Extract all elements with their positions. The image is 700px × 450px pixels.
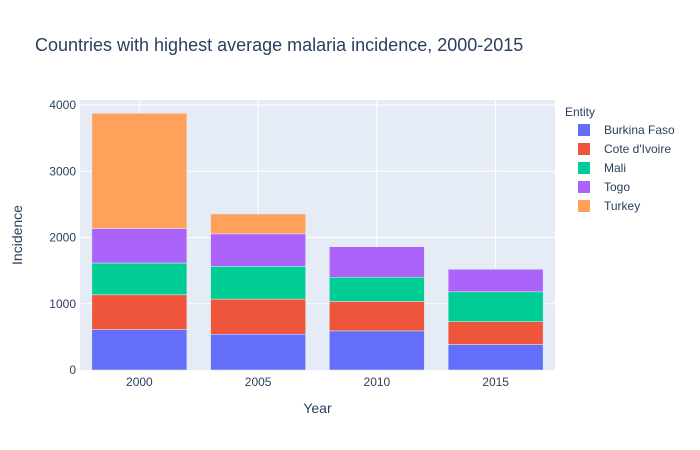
legend-label: Togo xyxy=(604,180,630,194)
legend-item[interactable]: Turkey xyxy=(578,199,640,213)
bars xyxy=(91,113,544,371)
x-axis-title: Year xyxy=(303,400,332,416)
y-tick-label: 0 xyxy=(69,363,76,377)
bar-segment[interactable] xyxy=(329,330,425,371)
bar-segment[interactable] xyxy=(91,113,188,229)
x-axis-ticks: 2000 2005 2010 2015 xyxy=(126,375,509,389)
bar-segment[interactable] xyxy=(210,298,306,335)
y-axis-title: Incidence xyxy=(9,205,25,265)
legend-label: Mali xyxy=(604,161,626,175)
legend-item[interactable]: Togo xyxy=(578,180,630,194)
bar-segment[interactable] xyxy=(210,266,306,300)
legend-label: Burkina Faso xyxy=(604,123,675,137)
x-tick-label: 2015 xyxy=(482,375,509,389)
bar-segment[interactable] xyxy=(447,291,544,322)
y-tick-label: 2000 xyxy=(49,231,76,245)
legend-item[interactable]: Burkina Faso xyxy=(578,123,675,137)
bar-segment[interactable] xyxy=(329,246,425,278)
y-tick-label: 3000 xyxy=(49,164,76,178)
legend-swatch xyxy=(578,181,590,193)
y-tick-label: 1000 xyxy=(49,297,76,311)
legend-swatch xyxy=(578,124,590,136)
bar-segment[interactable] xyxy=(91,228,188,264)
legend-item[interactable]: Mali xyxy=(578,161,626,175)
bar-segment[interactable] xyxy=(91,294,188,330)
bar-segment[interactable] xyxy=(91,329,188,371)
x-tick-label: 2005 xyxy=(245,375,272,389)
legend-label: Turkey xyxy=(604,199,640,213)
bar-segment[interactable] xyxy=(210,213,306,235)
bar-segment[interactable] xyxy=(329,301,425,332)
chart-title: Countries with highest average malaria i… xyxy=(35,35,523,55)
bar-segment[interactable] xyxy=(447,321,544,345)
y-tick-label: 4000 xyxy=(49,98,76,112)
bar-segment[interactable] xyxy=(210,333,306,371)
x-tick-label: 2010 xyxy=(364,375,391,389)
legend-swatch xyxy=(578,143,590,155)
y-axis-ticks: 0 1000 2000 3000 4000 xyxy=(49,98,76,377)
bar-segment[interactable] xyxy=(447,269,544,293)
legend-title: Entity xyxy=(565,105,595,119)
legend-item[interactable]: Cote d'Ivoire xyxy=(578,142,671,156)
legend-swatch xyxy=(578,162,590,174)
bar-segment[interactable] xyxy=(91,262,188,296)
bar-segment[interactable] xyxy=(447,344,544,371)
legend-swatch xyxy=(578,200,590,212)
bar-segment[interactable] xyxy=(210,233,306,267)
legend[interactable]: Burkina Faso Cote d'Ivoire Mali Togo Turkey xyxy=(578,123,675,213)
x-tick-label: 2000 xyxy=(126,375,153,389)
legend-label: Cote d'Ivoire xyxy=(604,142,671,156)
bar-segment[interactable] xyxy=(329,277,425,302)
